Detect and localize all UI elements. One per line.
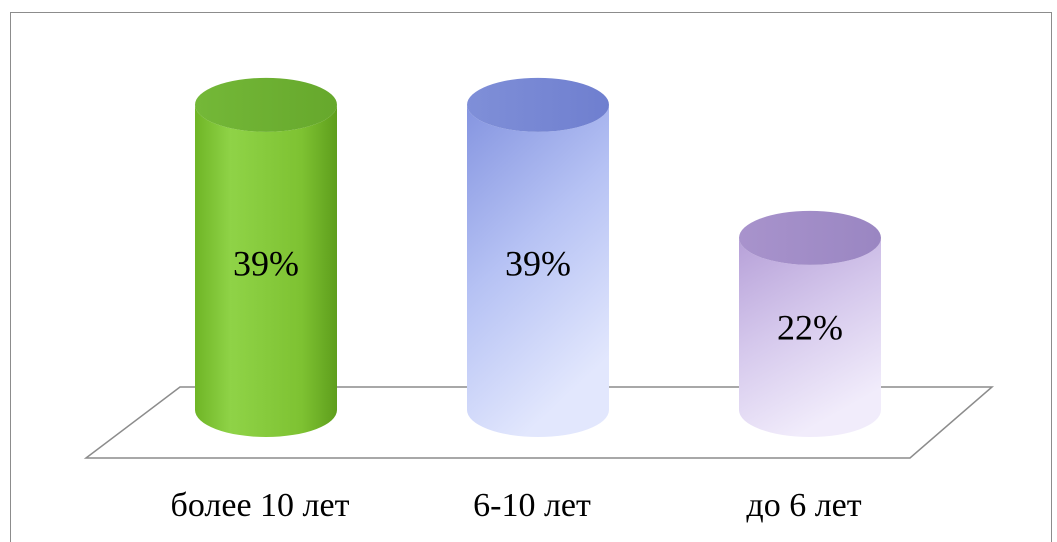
chart-frame: [10, 12, 1052, 542]
bar-body: [467, 104, 609, 437]
value-label-до-6-лет: 22%: [777, 307, 843, 347]
bar-body: [739, 237, 881, 437]
value-labels-group: 39% 39% 22%: [233, 244, 843, 348]
value-label-более-10-лет: 39%: [233, 244, 299, 284]
bars-group: [195, 77, 881, 437]
bar-6-10-лет: [467, 77, 609, 437]
category-label-6-10-лет: 6-10 лет: [473, 487, 591, 524]
category-labels-group: более 10 лет 6-10 лет до 6 лет: [171, 487, 862, 524]
bar-body: [195, 104, 337, 437]
bar-до-6-лет: [739, 210, 881, 437]
category-label-до-6-лет: до 6 лет: [746, 487, 861, 524]
bar-top: [195, 77, 337, 132]
value-label-6-10-лет: 39%: [505, 244, 571, 284]
bar-более-10-лет: [195, 77, 337, 437]
bar-top: [467, 77, 609, 132]
category-label-более-10-лет: более 10 лет: [171, 487, 350, 524]
bar-top: [739, 210, 881, 265]
